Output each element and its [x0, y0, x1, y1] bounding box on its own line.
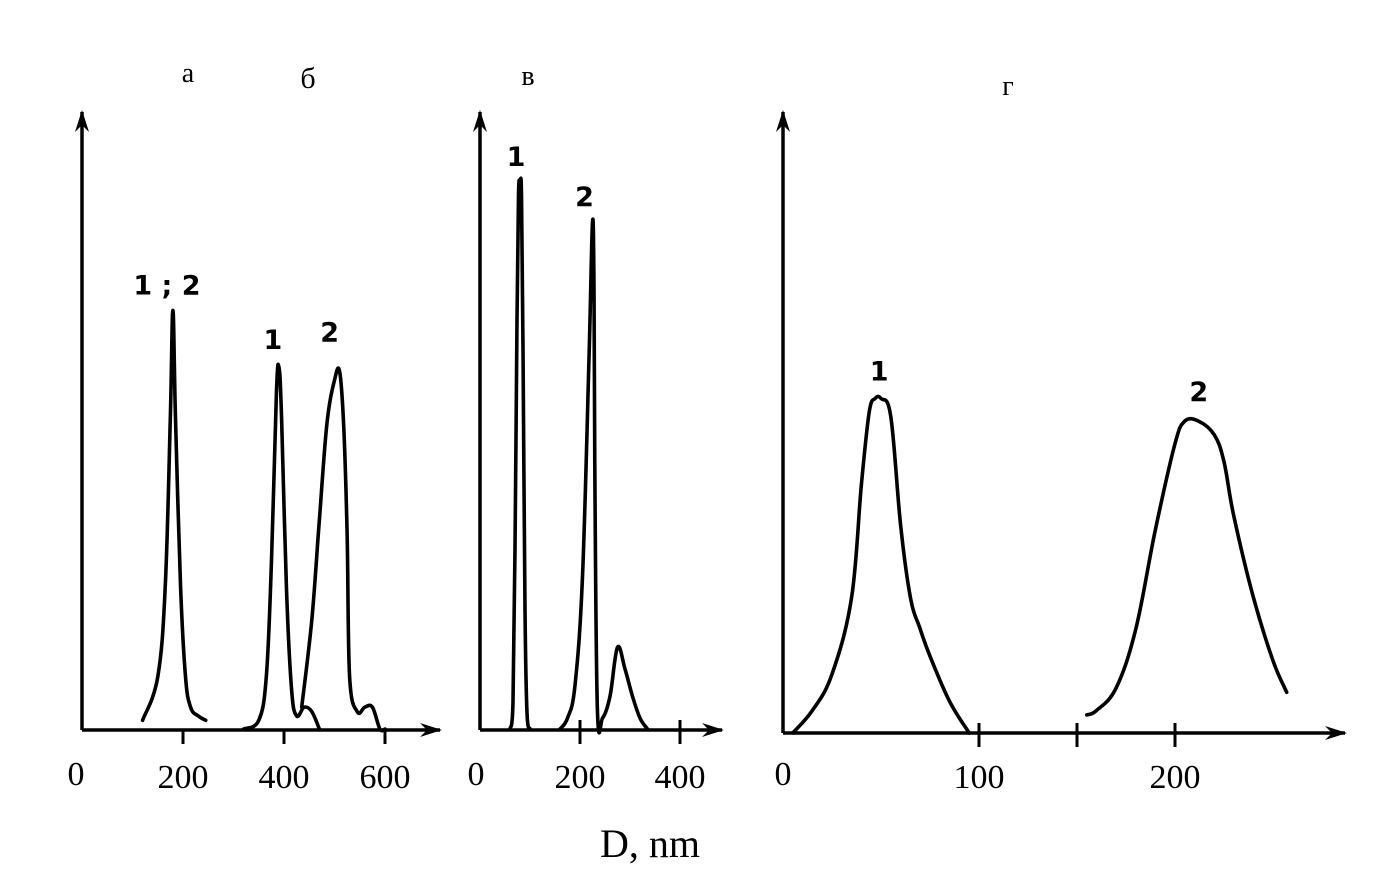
x-tick-label: 100	[954, 759, 1005, 796]
series-labels-panel-a-b: 1 ; 2 1 2	[133, 270, 339, 356]
series-label-2: 2	[575, 182, 594, 213]
x-tick-label: 400	[259, 759, 310, 796]
series-line-2	[241, 362, 322, 731]
x-tick-label: 200	[555, 759, 606, 796]
panel-label-a: а	[182, 58, 195, 89]
curves-panel-g	[791, 394, 1289, 735]
panel-label-g: г	[1002, 71, 1013, 102]
series-line-3	[299, 366, 387, 733]
panel-g: г 0 100 200 12	[775, 71, 1347, 796]
origin-label: 0	[68, 756, 85, 793]
ticks-panel-g: 100 200	[954, 723, 1201, 796]
panel-v: в 0 200 400 12	[468, 61, 724, 796]
series-label-1: 1	[507, 142, 526, 173]
series-label-2: 2	[1189, 377, 1208, 408]
series-label-2: 1	[264, 325, 283, 356]
series-labels-panel-v: 12	[507, 142, 594, 213]
series-line-1	[791, 394, 971, 735]
series-line-2	[558, 217, 650, 735]
ticks-panel-v: 200 400	[555, 720, 706, 796]
origin-label: 0	[775, 756, 792, 793]
x-tick-label: 200	[158, 759, 209, 796]
curves-panel-v	[508, 176, 650, 735]
x-axis-title: D, nm	[600, 821, 700, 866]
series-line-1	[140, 308, 208, 723]
series-labels-panel-g: 12	[870, 357, 1208, 409]
series-label-3: 2	[320, 318, 339, 349]
x-tick-label: 600	[360, 759, 411, 796]
series-line-2	[1085, 416, 1289, 717]
panel-a-b: а б 0 200 400 600 1 ; 2 1 2	[68, 58, 442, 796]
x-tick-label: 200	[1150, 759, 1201, 796]
ticks-panel-a-b: 200 400 600	[158, 730, 411, 796]
series-line-1	[508, 176, 532, 731]
panel-label-v: в	[521, 61, 534, 92]
curves-panel-a-b	[140, 308, 387, 733]
series-label-1: 1	[870, 357, 889, 388]
series-label-1: 1 ; 2	[133, 270, 200, 301]
panel-label-b: б	[300, 62, 315, 95]
x-tick-label: 400	[655, 759, 706, 796]
origin-label: 0	[468, 756, 485, 793]
